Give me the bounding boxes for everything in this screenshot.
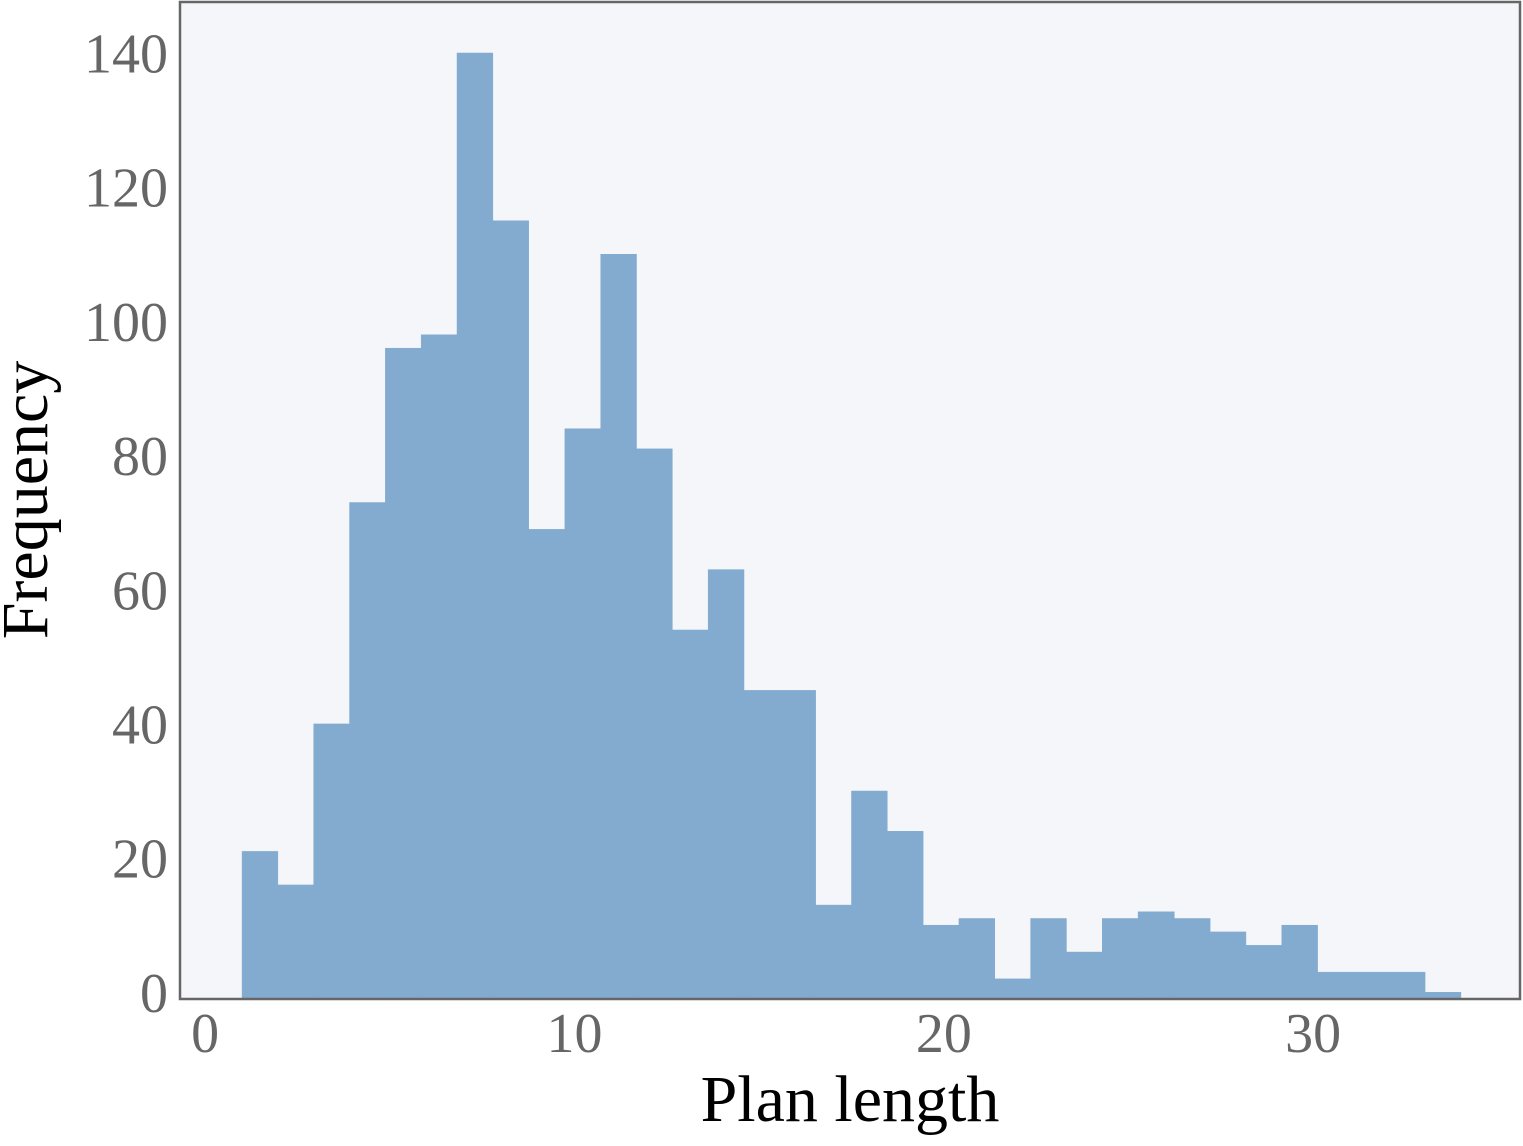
bar bbox=[1209, 931, 1247, 1000]
bar bbox=[277, 884, 314, 1000]
y-tick-label: 0 bbox=[140, 963, 168, 1025]
bar bbox=[1281, 924, 1318, 1000]
y-axis-label: Frequency bbox=[0, 361, 62, 640]
y-tick-label: 80 bbox=[112, 426, 168, 488]
y-tick-label: 40 bbox=[112, 694, 168, 756]
bars bbox=[241, 52, 1462, 1000]
y-tick-label: 120 bbox=[84, 158, 168, 220]
bar bbox=[385, 347, 422, 1000]
bar bbox=[1174, 918, 1211, 1000]
bar bbox=[887, 831, 924, 1000]
bar bbox=[958, 918, 996, 1000]
bar bbox=[851, 790, 888, 1000]
x-tick-label: 0 bbox=[191, 1003, 219, 1065]
y-tick-label: 20 bbox=[112, 829, 168, 891]
bar bbox=[815, 904, 852, 1000]
y-tick-label: 60 bbox=[112, 560, 168, 622]
bar bbox=[241, 851, 279, 1000]
bar bbox=[707, 569, 745, 1000]
bar bbox=[994, 978, 1031, 1000]
bar bbox=[1102, 918, 1139, 1000]
bar bbox=[528, 529, 566, 1000]
bar bbox=[636, 448, 673, 1000]
bar bbox=[349, 502, 386, 1000]
bar bbox=[492, 220, 529, 1000]
bar bbox=[1137, 911, 1175, 1000]
y-tick-label: 100 bbox=[84, 292, 168, 354]
x-tick-label: 20 bbox=[916, 1003, 972, 1065]
bar bbox=[922, 924, 960, 1000]
bar bbox=[564, 428, 601, 1000]
bar bbox=[743, 690, 781, 1000]
bar bbox=[420, 334, 458, 1000]
bar bbox=[1066, 951, 1103, 1000]
bar bbox=[1317, 971, 1354, 1000]
bar bbox=[600, 254, 637, 1000]
bar bbox=[672, 629, 709, 1000]
bar bbox=[1030, 918, 1067, 1000]
bar bbox=[1353, 971, 1390, 1000]
x-axis-label: Plan length bbox=[701, 1063, 1000, 1136]
y-tick-label: 140 bbox=[84, 24, 168, 86]
bar bbox=[1389, 971, 1426, 1000]
x-tick-label: 10 bbox=[546, 1003, 602, 1065]
plot-frame bbox=[178, 0, 1522, 1001]
bar bbox=[456, 52, 494, 1000]
x-tick-label: 30 bbox=[1285, 1003, 1341, 1065]
bar bbox=[779, 690, 816, 1000]
bar bbox=[1245, 945, 1283, 1000]
bar bbox=[313, 723, 350, 1000]
